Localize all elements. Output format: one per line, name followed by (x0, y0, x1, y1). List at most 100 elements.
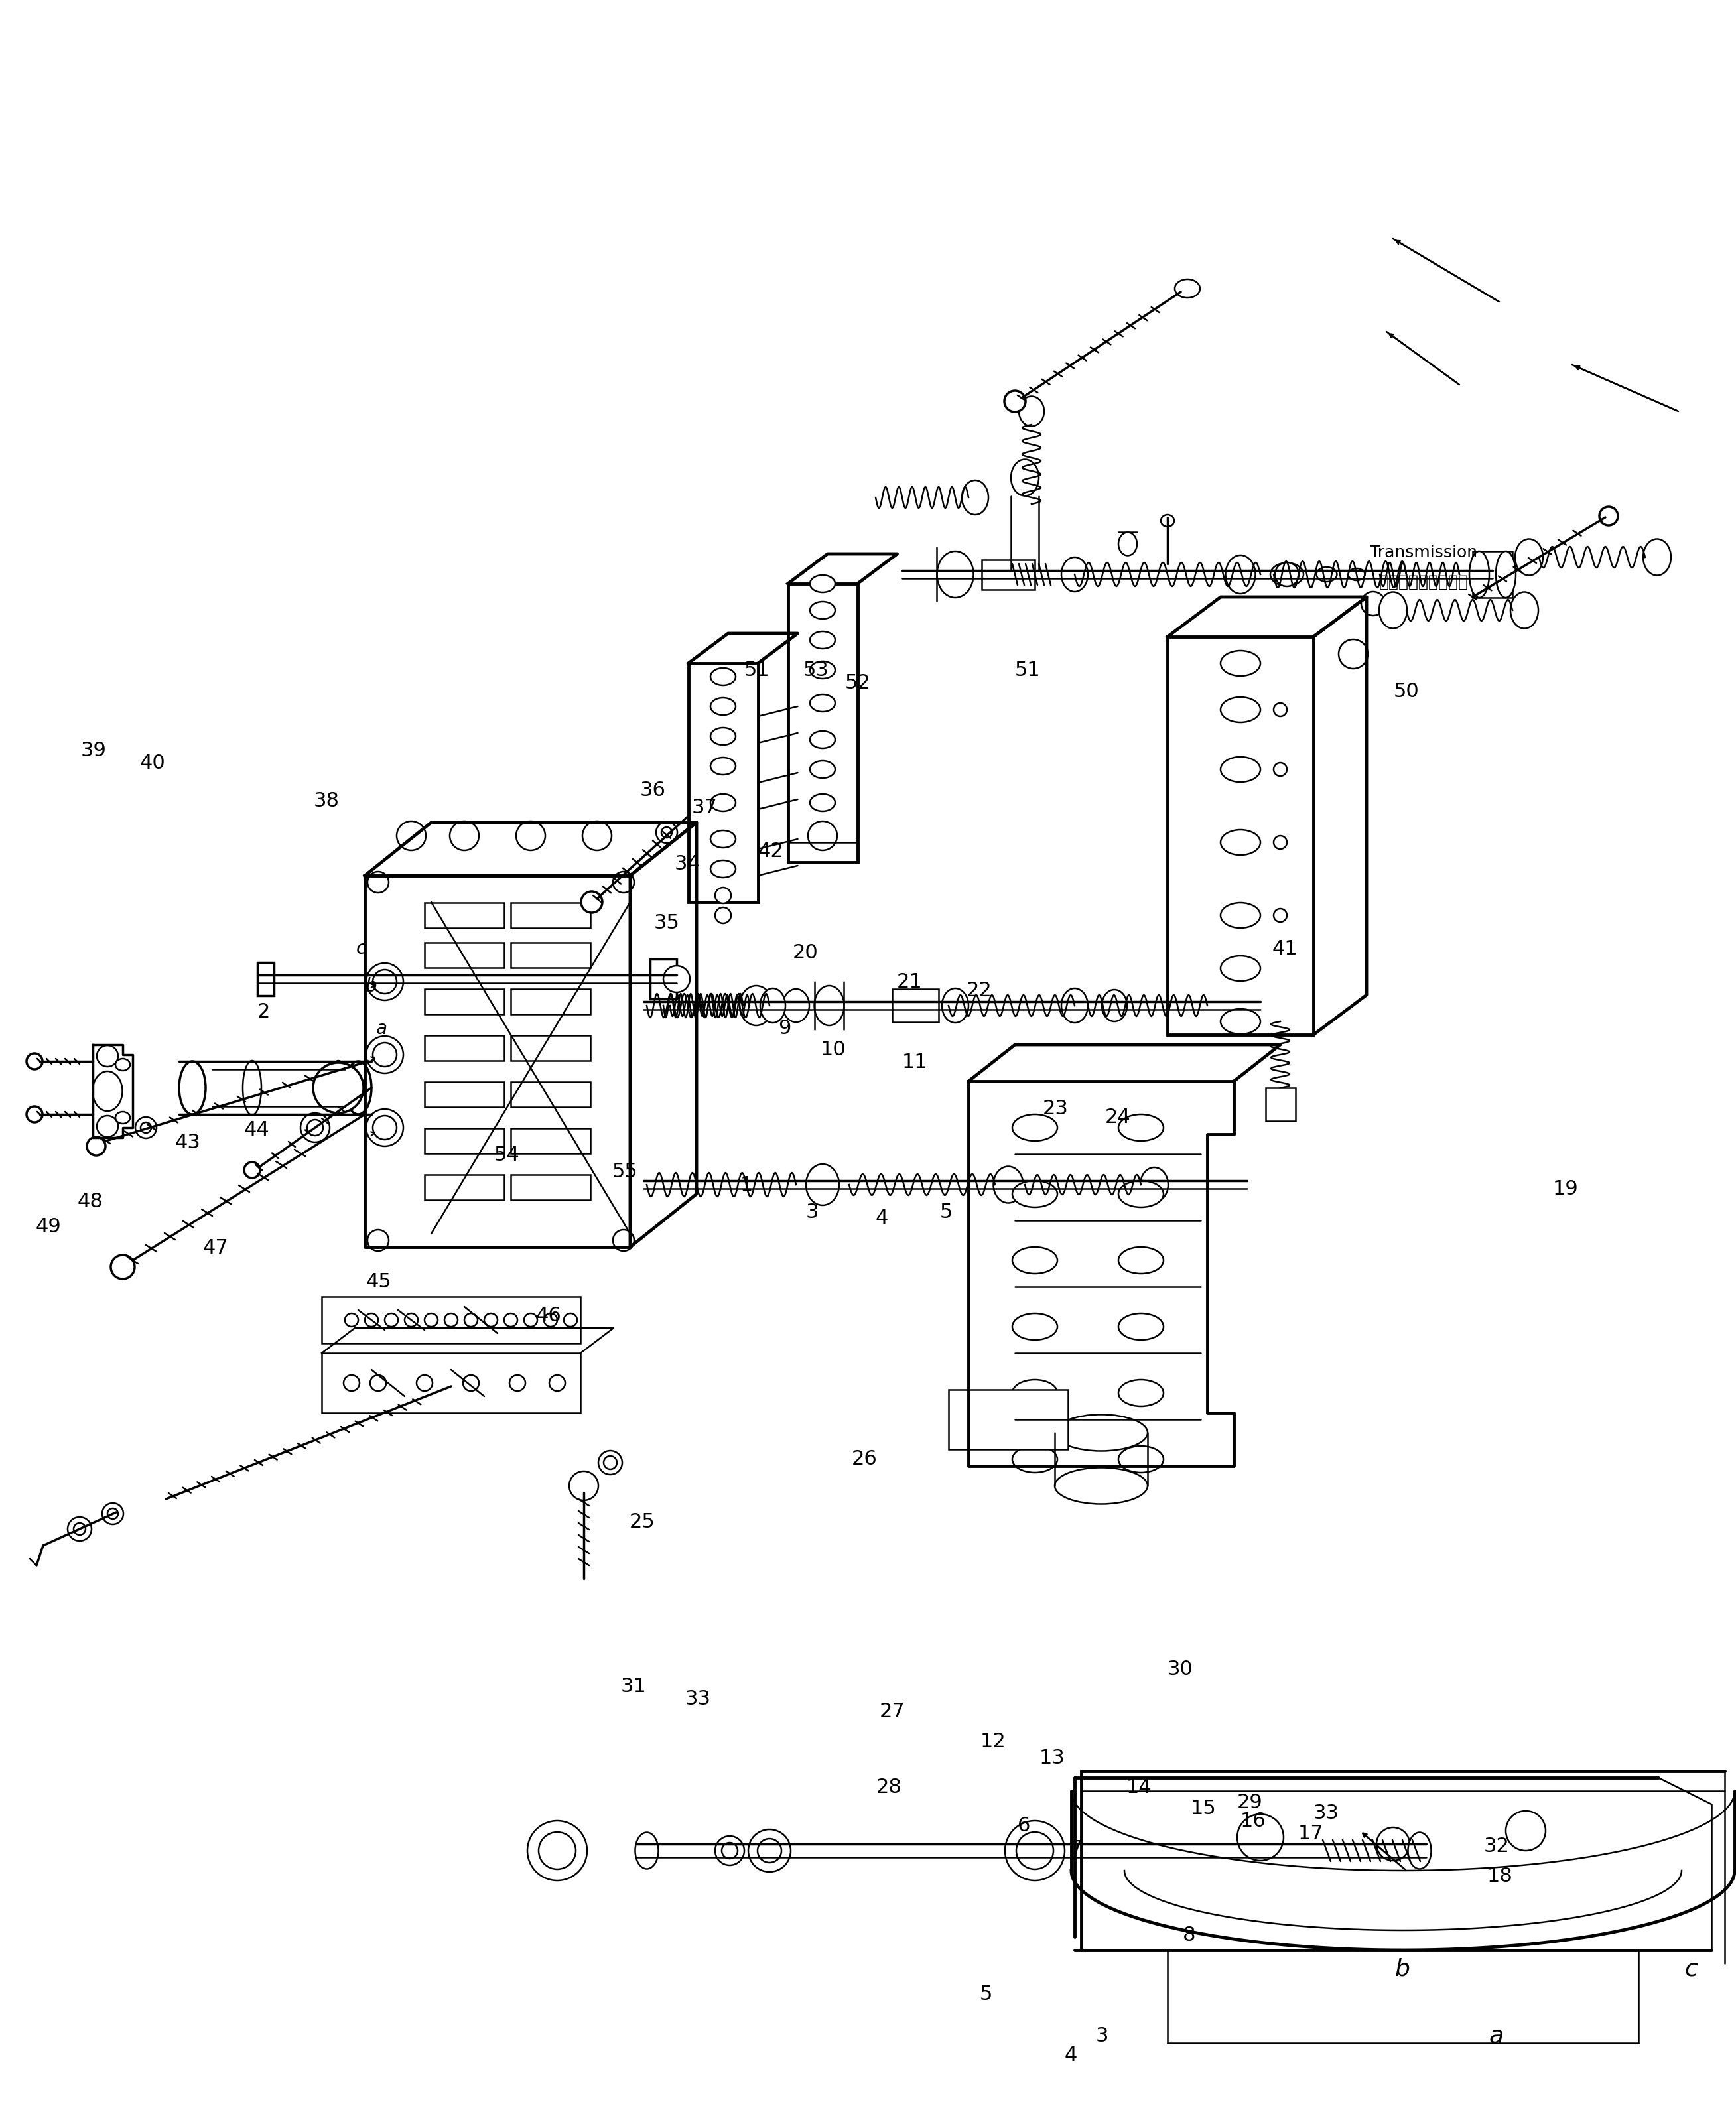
Bar (510, 902, 590, 928)
Circle shape (509, 1374, 526, 1391)
Text: 38: 38 (314, 790, 339, 812)
Circle shape (1274, 563, 1299, 586)
Ellipse shape (1055, 1414, 1147, 1450)
Text: 29: 29 (1238, 1792, 1262, 1813)
Text: 6: 6 (1017, 1815, 1031, 1836)
Text: 54: 54 (495, 1145, 519, 1166)
Text: 41: 41 (1272, 938, 1297, 959)
Ellipse shape (710, 757, 736, 776)
Text: 53: 53 (804, 660, 828, 681)
Circle shape (450, 822, 479, 850)
Ellipse shape (179, 1060, 205, 1115)
Circle shape (757, 1838, 781, 1863)
Ellipse shape (1118, 1248, 1163, 1273)
Circle shape (604, 1457, 616, 1469)
Circle shape (613, 1229, 634, 1250)
Circle shape (97, 1046, 118, 1067)
Bar (892, 989, 939, 1022)
Text: 31: 31 (621, 1676, 646, 1697)
Text: 3: 3 (1095, 2026, 1109, 2047)
Ellipse shape (1194, 989, 1220, 1022)
Text: 26: 26 (852, 1448, 877, 1469)
Ellipse shape (811, 601, 835, 620)
Circle shape (1274, 835, 1286, 850)
Bar (425, 989, 503, 1014)
Ellipse shape (1019, 396, 1043, 426)
Text: 33: 33 (1314, 1802, 1338, 1823)
Circle shape (613, 871, 634, 894)
Circle shape (366, 1037, 403, 1073)
Text: 42: 42 (759, 841, 783, 862)
Ellipse shape (811, 632, 835, 649)
Ellipse shape (811, 795, 835, 812)
Text: b: b (1396, 1958, 1410, 1979)
Ellipse shape (943, 989, 969, 1022)
Circle shape (97, 1115, 118, 1136)
Text: 16: 16 (1241, 1811, 1266, 1832)
Bar (425, 942, 503, 968)
Text: 55: 55 (613, 1162, 637, 1183)
Circle shape (715, 1836, 745, 1866)
Circle shape (398, 822, 425, 850)
Circle shape (373, 1043, 398, 1067)
Ellipse shape (806, 1164, 838, 1206)
Circle shape (807, 822, 837, 850)
Circle shape (417, 1374, 432, 1391)
Ellipse shape (1220, 698, 1260, 723)
Text: 12: 12 (981, 1731, 1005, 1752)
Ellipse shape (1220, 651, 1260, 677)
Ellipse shape (1378, 592, 1406, 628)
Ellipse shape (1175, 278, 1200, 297)
Circle shape (1505, 1811, 1545, 1851)
Text: 28: 28 (877, 1777, 901, 1798)
Circle shape (26, 1054, 42, 1069)
Bar (425, 1081, 503, 1107)
Text: 27: 27 (880, 1701, 904, 1722)
Circle shape (1016, 1832, 1054, 1870)
Ellipse shape (635, 1832, 658, 1870)
Ellipse shape (814, 987, 844, 1024)
Bar (321, 1353, 580, 1412)
Bar (1168, 637, 1314, 1035)
Ellipse shape (1118, 1446, 1163, 1473)
Bar (510, 1128, 590, 1153)
Ellipse shape (1012, 1115, 1057, 1140)
Bar (788, 584, 858, 862)
Circle shape (245, 1162, 260, 1178)
Circle shape (370, 1374, 385, 1391)
Ellipse shape (243, 1060, 262, 1115)
Text: 14: 14 (1127, 1777, 1151, 1798)
Circle shape (464, 1374, 479, 1391)
Ellipse shape (1010, 460, 1038, 495)
Circle shape (661, 826, 672, 837)
Ellipse shape (1012, 1248, 1057, 1273)
Circle shape (516, 822, 545, 850)
Circle shape (1005, 1821, 1064, 1880)
Ellipse shape (1226, 554, 1255, 594)
Circle shape (582, 892, 602, 913)
Text: a: a (377, 1020, 387, 1037)
Text: 1: 1 (740, 1174, 753, 1195)
Text: 48: 48 (78, 1191, 102, 1212)
Circle shape (102, 1503, 123, 1524)
Circle shape (538, 1832, 576, 1870)
Ellipse shape (1118, 1115, 1163, 1140)
Text: 33: 33 (686, 1689, 710, 1710)
Text: 3: 3 (806, 1202, 819, 1223)
Circle shape (715, 887, 731, 904)
Circle shape (373, 970, 398, 993)
Ellipse shape (1012, 1379, 1057, 1406)
Ellipse shape (1644, 540, 1672, 575)
Ellipse shape (1012, 1446, 1057, 1473)
Ellipse shape (1118, 1180, 1163, 1208)
Ellipse shape (1496, 550, 1516, 599)
Circle shape (748, 1830, 790, 1872)
Circle shape (524, 1313, 538, 1326)
Circle shape (368, 1229, 389, 1250)
Circle shape (307, 1119, 323, 1136)
Bar (948, 1389, 1068, 1450)
Text: 46: 46 (536, 1305, 561, 1326)
Ellipse shape (1220, 902, 1260, 928)
Circle shape (385, 1313, 398, 1326)
Text: 51: 51 (1016, 660, 1040, 681)
